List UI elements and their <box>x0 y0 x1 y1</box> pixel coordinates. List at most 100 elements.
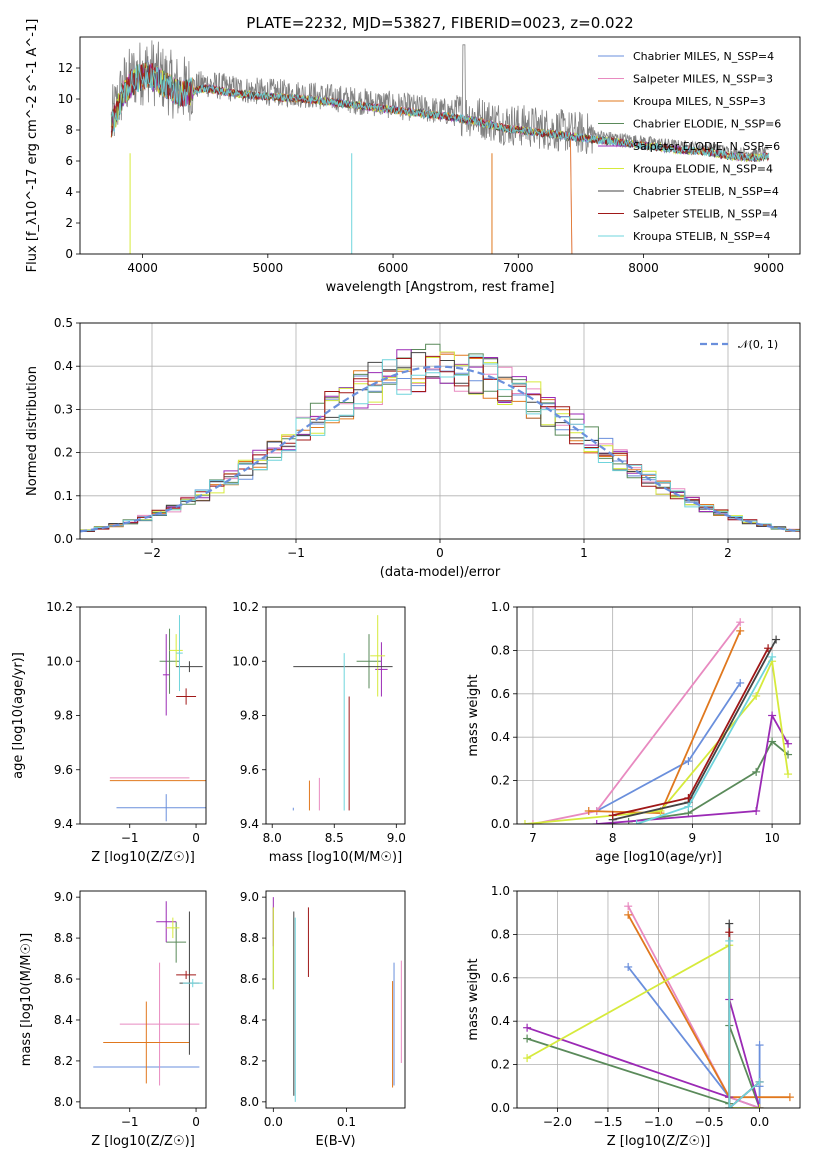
legend-label: Chabrier MILES, N_SSP=4 <box>633 50 774 63</box>
legend-label: Kroupa ELODIE, N_SSP=4 <box>633 163 773 176</box>
y-tick-label: 1.0 <box>491 884 510 898</box>
axes-frame <box>79 36 801 255</box>
axes-mass-age: 8.0 8.5 9.0 9.4 9.6 9.8 10.0 10.2 mass [log10(M/… <box>232 600 406 865</box>
y-tick-label: 1.0 <box>491 600 510 614</box>
residual-histogram <box>80 355 800 534</box>
weight-line <box>596 712 789 824</box>
x-tick-label: 9.0 <box>387 831 406 845</box>
y-tick-label: 8.2 <box>54 1054 73 1068</box>
x-tick-label: 0.0 <box>264 1115 283 1129</box>
y-tick-label: 9.0 <box>240 890 259 904</box>
y-tick-label: 0.0 <box>491 1101 510 1115</box>
y-tick-label: 0.4 <box>54 359 73 373</box>
x-axis-label: Z [log10(Z/Z☉)] <box>91 1134 195 1149</box>
y-tick-label: 8.0 <box>240 1095 259 1109</box>
y-tick-label: 9.4 <box>240 817 259 831</box>
x-tick-label: 8 <box>609 831 617 845</box>
weight-plot <box>520 618 793 824</box>
axes-frame <box>265 890 406 1109</box>
x-tick-label: −1.0 <box>644 1115 673 1129</box>
y-tick-label: 0.3 <box>54 402 73 416</box>
y-tick-label: 8 <box>65 123 73 137</box>
y-tick-label: 10 <box>58 92 73 106</box>
y-tick-label: 4 <box>65 185 73 199</box>
x-tick-label: 1 <box>580 546 588 560</box>
y-tick-label: 0.8 <box>491 927 510 941</box>
weight-line <box>627 966 761 1108</box>
x-tick-label: 0.0 <box>750 1115 769 1129</box>
x-tick-label: 0 <box>192 831 200 845</box>
legend-label: Salpeter STELIB, N_SSP=4 <box>633 208 778 221</box>
spectrum-plot <box>110 40 770 254</box>
y-tick-label: 0.2 <box>491 1058 510 1072</box>
x-axis-label: Z [log10(Z/Z☉)] <box>91 850 195 865</box>
axes-residuals: −2 −1 0 1 2 0.0 0.1 0.2 0.3 0.4 0.5 (data-model)/er… <box>25 316 801 580</box>
x-tick-label: 9 <box>689 831 697 845</box>
y-tick-label: 9.4 <box>54 817 73 831</box>
y-tick-label: 6 <box>65 154 73 168</box>
axes-frame <box>265 606 406 825</box>
y-tick-label: 0.2 <box>54 446 73 460</box>
y-axis-label: Flux [f_λ10^-17 erg cm^-2 s^-1 A^-1] <box>25 19 40 273</box>
axes-frame <box>516 890 801 1109</box>
y-axis-label: age [log10(age/yr)] <box>11 652 26 779</box>
x-tick-label: −0.5 <box>694 1115 723 1129</box>
legend-label: Salpeter ELODIE, N_SSP=6 <box>633 140 780 153</box>
x-axis-label: mass [log10(M/M☉)] <box>269 850 402 865</box>
x-axis-label: age [log10(age/yr)] <box>595 850 722 865</box>
y-tick-label: 12 <box>58 61 73 75</box>
normal-curve <box>80 365 800 533</box>
spectrum-legend: Chabrier MILES, N_SSP=4 Salpeter MILES, N… <box>598 50 781 243</box>
x-axis-label: Z [log10(Z/Z☉)] <box>607 1134 711 1149</box>
x-axis-label: E(B-V) <box>315 1134 355 1149</box>
x-axis-label: wavelength [Angstrom, rest frame] <box>326 280 555 295</box>
residual-histogram <box>80 352 800 534</box>
y-tick-label: 0.6 <box>491 687 510 701</box>
y-axis-label: mass weight <box>466 958 481 1040</box>
legend-label: Salpeter MILES, N_SSP=3 <box>633 73 773 86</box>
x-tick-label: 7000 <box>503 261 534 275</box>
y-tick-label: 0.8 <box>491 643 510 657</box>
y-tick-label: 8.8 <box>240 931 259 945</box>
x-tick-label: −2 <box>143 546 161 560</box>
x-tick-label: 8.0 <box>263 831 282 845</box>
axes-frame <box>79 890 207 1109</box>
y-tick-label: 8.6 <box>54 972 73 986</box>
residual-histogram <box>80 355 800 533</box>
y-tick-label: 8.6 <box>240 972 259 986</box>
legend-label: Kroupa MILES, N_SSP=3 <box>633 95 766 108</box>
x-tick-label: 0 <box>192 1115 200 1129</box>
y-tick-label: 8.0 <box>54 1095 73 1109</box>
errorbar-plot <box>292 615 393 811</box>
axes-ebv-mass: 0.0 0.1 8.0 8.2 8.4 8.6 8.8 9.0 E(B-V) <box>240 890 406 1149</box>
model-spectrum <box>111 64 770 162</box>
y-tick-label: 0.4 <box>491 730 510 744</box>
x-tick-label: 4000 <box>127 261 158 275</box>
x-tick-label: 7 <box>529 831 537 845</box>
y-tick-label: 10.0 <box>232 654 259 668</box>
x-tick-label: 2 <box>724 546 732 560</box>
x-tick-label: 8000 <box>628 261 659 275</box>
axes-z-age: −1 0 9.4 9.6 9.8 10.0 10.2 Z [log10(Z/Z☉)] age [… <box>11 600 207 865</box>
legend-label: Kroupa STELIB, N_SSP=4 <box>633 230 771 243</box>
x-axis-label: (data-model)/error <box>380 565 501 580</box>
x-tick-label: 8.5 <box>325 831 344 845</box>
x-tick-label: 9000 <box>753 261 784 275</box>
y-tick-label: 0.6 <box>491 971 510 985</box>
x-tick-label: −2.0 <box>543 1115 572 1129</box>
legend-label: 𝒩(0, 1) <box>738 338 778 351</box>
y-tick-label: 9.8 <box>240 709 259 723</box>
x-tick-label: −1.5 <box>593 1115 622 1129</box>
axes-spectrum: 4000 5000 6000 7000 8000 9000 0 2 4 6 8 10 12 wavelen… <box>25 19 801 295</box>
y-tick-label: 0.4 <box>491 1014 510 1028</box>
axes-z-weight: −2.0 −1.5 −1.0 −0.5 0.0 0.0 0.2 0.4 0.6 0.8 1.0 Z [… <box>466 884 801 1149</box>
y-tick-label: 8.2 <box>240 1054 259 1068</box>
axes-frame <box>516 606 801 825</box>
x-tick-label: −1 <box>121 831 139 845</box>
y-tick-label: 9.6 <box>240 763 259 777</box>
y-tick-label: 10.2 <box>46 600 73 614</box>
x-tick-label: 10 <box>764 831 779 845</box>
y-axis-label: mass [log10(M/M☉)] <box>19 933 34 1066</box>
x-tick-label: −1 <box>121 1115 139 1129</box>
